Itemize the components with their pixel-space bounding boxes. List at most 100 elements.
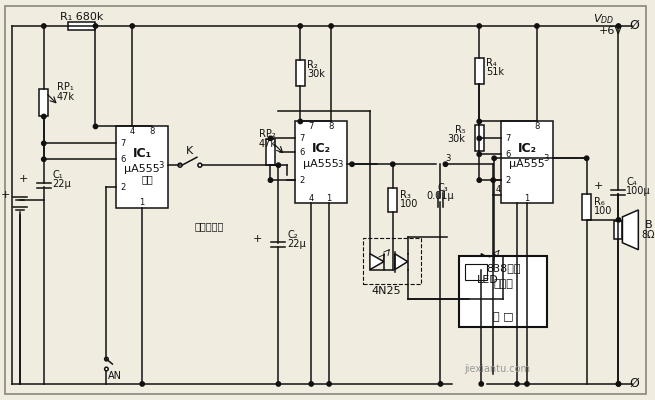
Circle shape [276,163,280,167]
Text: 4: 4 [495,184,500,194]
Text: 100: 100 [400,199,418,209]
Text: 6: 6 [505,150,510,159]
Circle shape [390,162,395,166]
Polygon shape [622,210,639,250]
Text: +: + [1,190,10,200]
Circle shape [616,218,621,222]
Text: R₂: R₂ [307,60,318,70]
Bar [459,256,547,327]
Circle shape [525,382,529,386]
Circle shape [616,382,621,386]
Text: 3: 3 [544,154,549,163]
Text: C₃: C₃ [437,183,448,193]
Text: 7: 7 [309,122,314,131]
Bar [614,221,622,239]
Text: 47k: 47k [259,139,276,149]
Text: 1: 1 [525,194,530,202]
Circle shape [42,114,46,119]
Circle shape [178,163,182,167]
Text: C₂: C₂ [288,230,298,240]
Text: μA555: μA555 [303,159,339,169]
Bar [266,139,275,165]
Polygon shape [481,254,494,270]
Bar [465,264,487,280]
Text: 100: 100 [593,206,612,216]
Bar [363,238,421,284]
Text: 22μ: 22μ [53,179,71,189]
Circle shape [534,24,539,28]
Text: 4: 4 [309,194,314,202]
Text: 定时: 定时 [141,174,153,184]
Circle shape [477,119,481,124]
Bar [295,122,347,203]
Text: 22μ: 22μ [288,239,306,249]
Text: 7: 7 [505,134,510,143]
Text: R₃: R₃ [400,190,411,200]
Bar [117,126,168,208]
Circle shape [105,367,108,371]
Text: 30k: 30k [307,69,325,79]
Circle shape [492,156,496,160]
Text: 838计算: 838计算 [486,263,520,273]
Text: +: + [253,234,263,244]
Text: $V_{DD}$: $V_{DD}$ [593,12,614,26]
Text: 1: 1 [140,198,145,208]
Circle shape [42,24,46,28]
Circle shape [93,24,98,28]
Text: 1: 1 [326,194,331,202]
Text: 51k: 51k [486,67,504,77]
Text: LED: LED [477,274,499,284]
Text: 4N25: 4N25 [371,286,401,296]
Text: 8: 8 [149,127,155,136]
Text: RP₂: RP₂ [259,129,276,139]
Circle shape [298,119,303,124]
Circle shape [329,24,333,28]
Text: 3: 3 [159,161,164,170]
Polygon shape [395,254,407,270]
Text: R₆: R₆ [593,197,605,207]
Circle shape [477,178,481,182]
Text: μA555: μA555 [124,164,160,174]
Circle shape [269,178,272,182]
Circle shape [477,136,481,140]
Text: 2: 2 [299,176,305,185]
Text: 47k: 47k [57,92,75,102]
Circle shape [438,382,443,386]
Bar [39,89,48,116]
Text: C₄: C₄ [626,177,637,187]
Text: 8: 8 [328,122,334,131]
Text: 7: 7 [121,139,126,148]
Text: Ø: Ø [629,376,639,390]
Text: 长时间计时: 长时间计时 [194,221,223,231]
Text: 键 □: 键 □ [493,312,514,322]
Circle shape [327,382,331,386]
Text: 4: 4 [130,127,135,136]
Text: R₄: R₄ [486,58,497,68]
Circle shape [42,157,46,162]
Text: 8: 8 [534,122,540,131]
Text: 器等号: 器等号 [493,278,513,288]
Text: 100μ: 100μ [626,186,651,196]
Bar [501,122,553,203]
Text: jiexiantu.com: jiexiantu.com [464,364,530,374]
Text: B: B [645,220,652,230]
Circle shape [616,24,621,28]
Circle shape [350,162,354,166]
Bar [475,58,484,84]
Bar [582,194,591,220]
Circle shape [515,382,519,386]
Circle shape [105,357,108,361]
Text: 30k: 30k [447,134,465,144]
Circle shape [477,24,481,28]
Text: 2: 2 [505,176,510,185]
Text: +: + [18,174,28,184]
Bar [67,22,96,30]
Text: 7: 7 [299,134,305,143]
Text: IC₂: IC₂ [517,142,536,155]
Circle shape [140,382,144,386]
Polygon shape [370,254,384,270]
Text: 3: 3 [446,154,451,163]
Bar [388,188,397,212]
Text: 3: 3 [338,160,343,169]
Text: +: + [594,181,603,191]
